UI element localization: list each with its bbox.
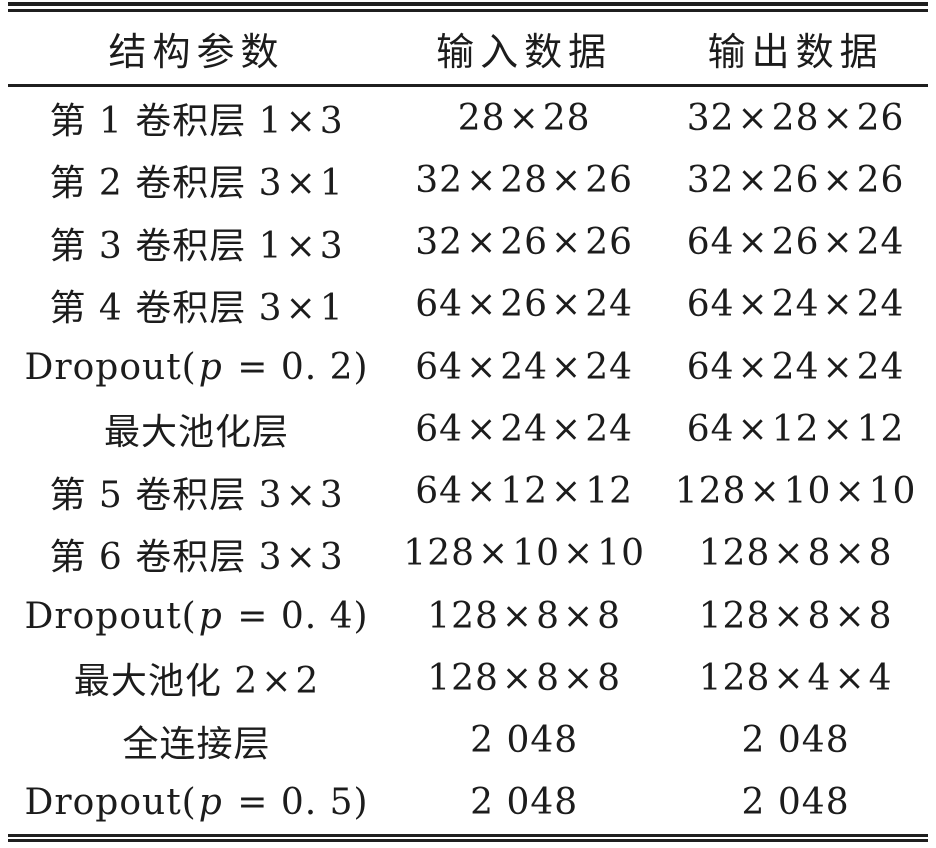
input-data-cell: 128×8×8 <box>427 657 622 699</box>
output-data-cell: 32×28×26 <box>686 97 905 139</box>
input-data-cell: 28×28 <box>457 97 591 139</box>
layer-name-cell: 第 3 卷积层 1×3 <box>49 225 344 267</box>
layer-name-cell: Dropout(p = 0. 2) <box>24 346 369 388</box>
table-row: 最大池化层 64×24×24 64×12×12 <box>0 398 936 460</box>
table-header-row: 结构参数 输入数据 输出数据 <box>0 12 936 84</box>
input-data-cell: 2 048 <box>470 782 579 824</box>
table-bottom-double-rule <box>8 834 928 842</box>
input-data-cell: 128×8×8 <box>427 595 622 637</box>
input-data-cell: 64×24×24 <box>415 346 634 388</box>
output-data-cell: 64×24×24 <box>686 346 905 388</box>
output-data-cell: 64×12×12 <box>686 408 905 450</box>
layer-name-cell: Dropout(p = 0. 4) <box>24 595 369 637</box>
output-data-cell: 2 048 <box>741 782 850 824</box>
column-header-output-data: 输出数据 <box>707 29 884 74</box>
input-data-cell: 64×24×24 <box>415 408 634 450</box>
table-row: 第 3 卷积层 1×3 32×26×26 64×26×24 <box>0 212 936 274</box>
table-body: 第 1 卷积层 1×3 28×28 32×28×26 第 2 卷积层 3×1 3… <box>0 87 936 834</box>
header-separator-rule <box>8 84 928 87</box>
table-row: Dropout(p = 0. 2) 64×24×24 64×24×24 <box>0 336 936 398</box>
layer-name-cell: 最大池化层 <box>104 412 290 454</box>
table-row: Dropout(p = 0. 4) 128×8×8 128×8×8 <box>0 585 936 647</box>
table-row: 最大池化 2×2 128×8×8 128×4×4 <box>0 647 936 709</box>
layer-name-cell: 第 6 卷积层 3×3 <box>49 536 344 578</box>
input-data-cell: 32×26×26 <box>415 222 634 264</box>
input-data-cell: 128×10×10 <box>403 533 645 575</box>
layer-name-cell: 第 1 卷积层 1×3 <box>49 101 344 143</box>
table-row: 全连接层 2 048 2 048 <box>0 710 936 772</box>
column-header-structure-params: 结构参数 <box>108 29 285 74</box>
output-data-cell: 128×8×8 <box>698 533 893 575</box>
table-top-double-rule <box>8 2 928 12</box>
layer-name-cell: Dropout(p = 0. 5) <box>24 782 369 824</box>
output-data-cell: 128×8×8 <box>698 595 893 637</box>
table-row: 第 2 卷积层 3×1 32×28×26 32×26×26 <box>0 149 936 211</box>
input-data-cell: 64×12×12 <box>415 471 634 513</box>
input-data-cell: 32×28×26 <box>415 159 634 201</box>
layer-name-cell: 第 2 卷积层 3×1 <box>49 163 344 205</box>
table-row: 第 5 卷积层 3×3 64×12×12 128×10×10 <box>0 461 936 523</box>
layer-name-cell: 第 5 卷积层 3×3 <box>49 474 344 516</box>
output-data-cell: 128×4×4 <box>698 657 893 699</box>
output-data-cell: 128×10×10 <box>674 471 917 513</box>
table-row: 第 1 卷积层 1×3 28×28 32×28×26 <box>0 87 936 149</box>
layer-name-cell: 全连接层 <box>122 723 271 765</box>
input-data-cell: 2 048 <box>470 720 579 762</box>
column-header-input-data: 输入数据 <box>436 29 613 74</box>
output-data-cell: 64×24×24 <box>686 284 905 326</box>
output-data-cell: 64×26×24 <box>686 222 905 264</box>
output-data-cell: 32×26×26 <box>686 159 905 201</box>
output-data-cell: 2 048 <box>741 720 850 762</box>
table-row: 第 4 卷积层 3×1 64×26×24 64×24×24 <box>0 274 936 336</box>
table-row: Dropout(p = 0. 5) 2 048 2 048 <box>0 772 936 834</box>
table-row: 第 6 卷积层 3×3 128×10×10 128×8×8 <box>0 523 936 585</box>
layer-name-cell: 第 4 卷积层 3×1 <box>49 287 344 329</box>
input-data-cell: 64×26×24 <box>415 284 634 326</box>
layer-name-cell: 最大池化 2×2 <box>73 661 320 703</box>
